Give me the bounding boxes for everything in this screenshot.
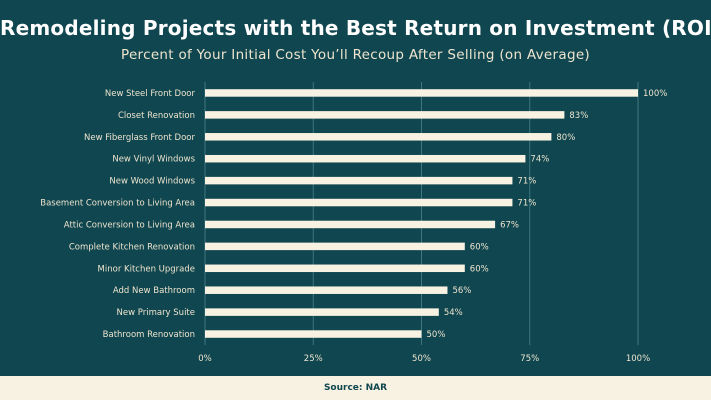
x-tick-label: 50% bbox=[412, 354, 431, 364]
source-label: Source: NAR bbox=[323, 383, 388, 393]
bar bbox=[205, 133, 552, 141]
bar bbox=[205, 176, 513, 185]
footer-bar: Source: NAR bbox=[0, 376, 711, 400]
value-label: 50% bbox=[427, 330, 446, 340]
x-tick-label: 0% bbox=[198, 354, 212, 364]
category-label: New Steel Front Door bbox=[105, 89, 196, 99]
bar bbox=[205, 330, 422, 338]
category-label: Closet Renovation bbox=[118, 111, 195, 121]
value-label: 71% bbox=[517, 177, 536, 187]
x-tick-label: 25% bbox=[304, 354, 323, 364]
bar bbox=[205, 308, 439, 316]
value-label: 80% bbox=[556, 133, 575, 143]
chart-subtitle: Percent of Your Initial Cost You’ll Reco… bbox=[120, 47, 590, 63]
category-label: New Fiberglass Front Door bbox=[84, 133, 196, 143]
bar bbox=[205, 242, 465, 251]
value-label: 74% bbox=[530, 155, 549, 165]
category-label: New Vinyl Windows bbox=[112, 155, 195, 165]
value-label: 54% bbox=[444, 308, 463, 318]
x-tick-label: 100% bbox=[626, 354, 650, 364]
bar bbox=[205, 154, 526, 163]
category-label: Minor Kitchen Upgrade bbox=[98, 264, 195, 274]
category-label: Complete Kitchen Renovation bbox=[69, 242, 195, 252]
bar bbox=[205, 111, 565, 119]
value-label: 67% bbox=[500, 220, 519, 230]
category-label: Attic Conversion to Living Area bbox=[64, 220, 195, 230]
bar bbox=[205, 89, 638, 97]
chart-title: Remodeling Projects with the Best Return… bbox=[0, 16, 711, 40]
bar bbox=[205, 220, 496, 229]
category-label: Bathroom Renovation bbox=[103, 330, 195, 340]
value-label: 83% bbox=[569, 111, 588, 121]
value-label: 56% bbox=[452, 286, 471, 296]
bar bbox=[205, 198, 513, 207]
value-label: 60% bbox=[470, 264, 489, 274]
x-tick-label: 75% bbox=[520, 354, 539, 364]
category-label: Basement Conversion to Living Area bbox=[40, 199, 195, 209]
category-label: New Primary Suite bbox=[117, 308, 196, 318]
category-label: Add New Bathroom bbox=[113, 286, 195, 296]
bar-chart: 0% 25% 50% 75% 100% New Steel Front Door 100% C… bbox=[40, 82, 667, 364]
value-label: 60% bbox=[470, 242, 489, 252]
bar bbox=[205, 286, 448, 294]
category-label: New Wood Windows bbox=[109, 177, 195, 187]
value-label: 100% bbox=[643, 89, 667, 99]
bar bbox=[205, 264, 465, 273]
value-label: 71% bbox=[517, 199, 536, 209]
